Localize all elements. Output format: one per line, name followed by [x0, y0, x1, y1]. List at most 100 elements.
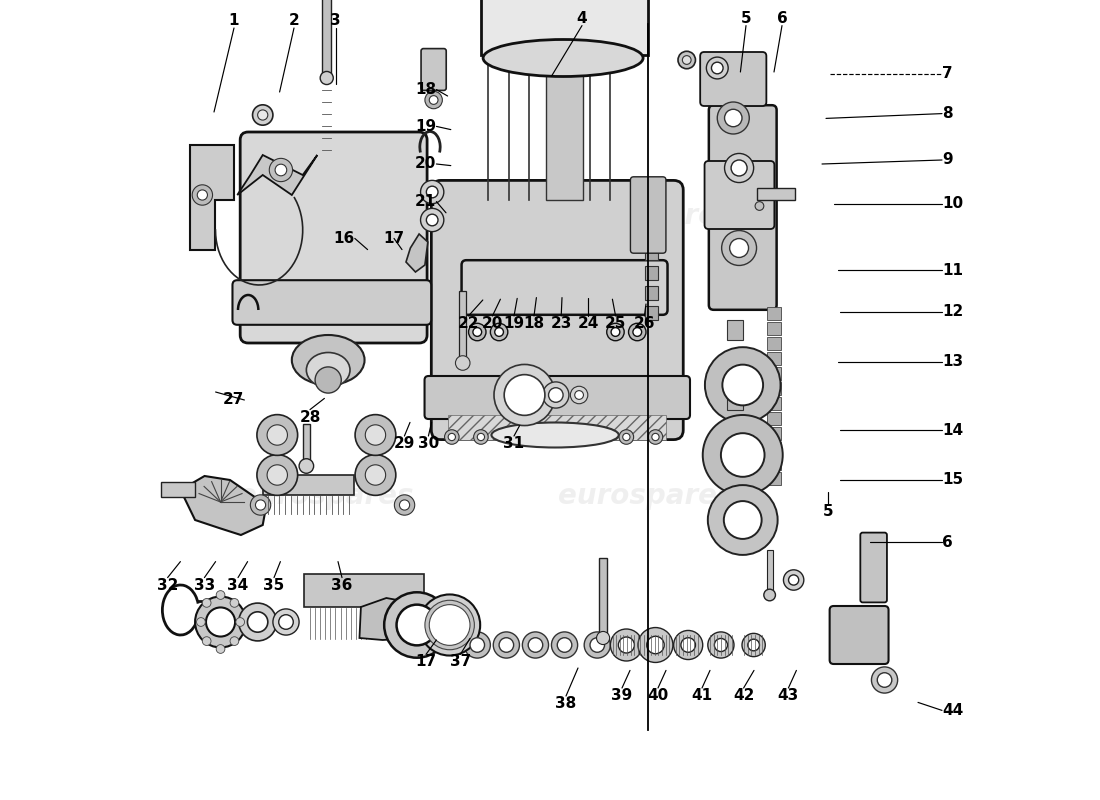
Circle shape	[871, 667, 898, 693]
Bar	[302, 424, 310, 462]
Text: 20: 20	[482, 316, 503, 331]
Circle shape	[477, 434, 484, 441]
Text: 34: 34	[228, 578, 249, 593]
Text: 4: 4	[576, 10, 587, 26]
Circle shape	[722, 230, 757, 266]
Text: 23: 23	[550, 316, 572, 331]
Polygon shape	[360, 598, 419, 640]
Text: 42: 42	[733, 688, 755, 703]
Bar	[481, 0, 648, 55]
Circle shape	[742, 634, 766, 657]
Text: 22: 22	[458, 316, 480, 331]
Circle shape	[491, 323, 508, 341]
Text: 25: 25	[605, 316, 626, 331]
Circle shape	[195, 597, 246, 647]
Circle shape	[647, 636, 664, 654]
Circle shape	[230, 598, 239, 607]
Circle shape	[299, 458, 314, 474]
Circle shape	[495, 328, 504, 336]
Text: 26: 26	[634, 316, 656, 331]
Text: 36: 36	[331, 578, 353, 593]
Circle shape	[255, 500, 265, 510]
Ellipse shape	[492, 422, 618, 447]
Bar	[305, 574, 425, 607]
Text: 9: 9	[942, 153, 953, 167]
Bar	[767, 412, 781, 425]
Bar	[767, 397, 781, 410]
Circle shape	[273, 609, 299, 635]
Circle shape	[257, 110, 267, 120]
Circle shape	[230, 637, 239, 646]
Bar	[767, 442, 781, 455]
Circle shape	[420, 208, 443, 232]
Bar	[600, 558, 607, 634]
Circle shape	[682, 56, 691, 64]
Circle shape	[275, 164, 287, 176]
Bar	[263, 475, 353, 495]
FancyBboxPatch shape	[860, 533, 887, 602]
Circle shape	[384, 592, 450, 658]
Circle shape	[703, 415, 783, 495]
Circle shape	[202, 598, 211, 607]
FancyBboxPatch shape	[421, 49, 447, 90]
Circle shape	[202, 637, 211, 646]
FancyBboxPatch shape	[701, 52, 767, 106]
Circle shape	[239, 603, 276, 641]
Text: 31: 31	[504, 436, 525, 451]
Circle shape	[755, 202, 763, 210]
Circle shape	[878, 673, 892, 687]
Circle shape	[725, 154, 754, 182]
Text: 2: 2	[288, 13, 299, 28]
Circle shape	[473, 328, 482, 336]
FancyBboxPatch shape	[462, 260, 668, 314]
Circle shape	[429, 96, 438, 104]
Circle shape	[365, 465, 386, 485]
FancyBboxPatch shape	[232, 280, 431, 325]
Circle shape	[607, 323, 624, 341]
Circle shape	[429, 605, 470, 646]
Circle shape	[253, 105, 273, 125]
Circle shape	[248, 612, 267, 632]
Circle shape	[499, 638, 514, 652]
Text: 17: 17	[384, 231, 405, 246]
Text: 7: 7	[942, 66, 953, 81]
Circle shape	[720, 433, 764, 477]
Circle shape	[522, 632, 549, 658]
Bar	[645, 266, 658, 280]
Bar	[727, 390, 742, 410]
Text: 19: 19	[504, 316, 525, 331]
Circle shape	[197, 190, 208, 200]
Circle shape	[493, 632, 519, 658]
Text: 18: 18	[416, 82, 437, 97]
Circle shape	[494, 365, 556, 426]
Circle shape	[612, 328, 619, 336]
Circle shape	[619, 430, 634, 444]
Circle shape	[714, 638, 727, 651]
Circle shape	[748, 639, 759, 651]
Circle shape	[725, 110, 742, 126]
Circle shape	[399, 500, 409, 510]
FancyBboxPatch shape	[630, 177, 666, 253]
Circle shape	[206, 607, 235, 637]
Bar	[767, 367, 781, 380]
Polygon shape	[406, 234, 428, 272]
Text: 40: 40	[648, 688, 669, 703]
Bar	[767, 550, 772, 595]
Text: 11: 11	[942, 263, 962, 278]
Circle shape	[267, 425, 287, 445]
Bar	[767, 307, 781, 320]
Text: 32: 32	[157, 578, 178, 593]
FancyBboxPatch shape	[829, 606, 889, 664]
Circle shape	[638, 627, 673, 662]
Circle shape	[558, 638, 572, 652]
Bar	[448, 415, 667, 440]
Polygon shape	[180, 476, 266, 535]
Text: 16: 16	[333, 231, 355, 246]
Text: 15: 15	[942, 473, 964, 487]
Circle shape	[652, 434, 659, 441]
Circle shape	[648, 430, 662, 444]
Circle shape	[320, 71, 333, 85]
Ellipse shape	[483, 39, 644, 77]
Bar	[767, 322, 781, 335]
Circle shape	[673, 630, 703, 659]
